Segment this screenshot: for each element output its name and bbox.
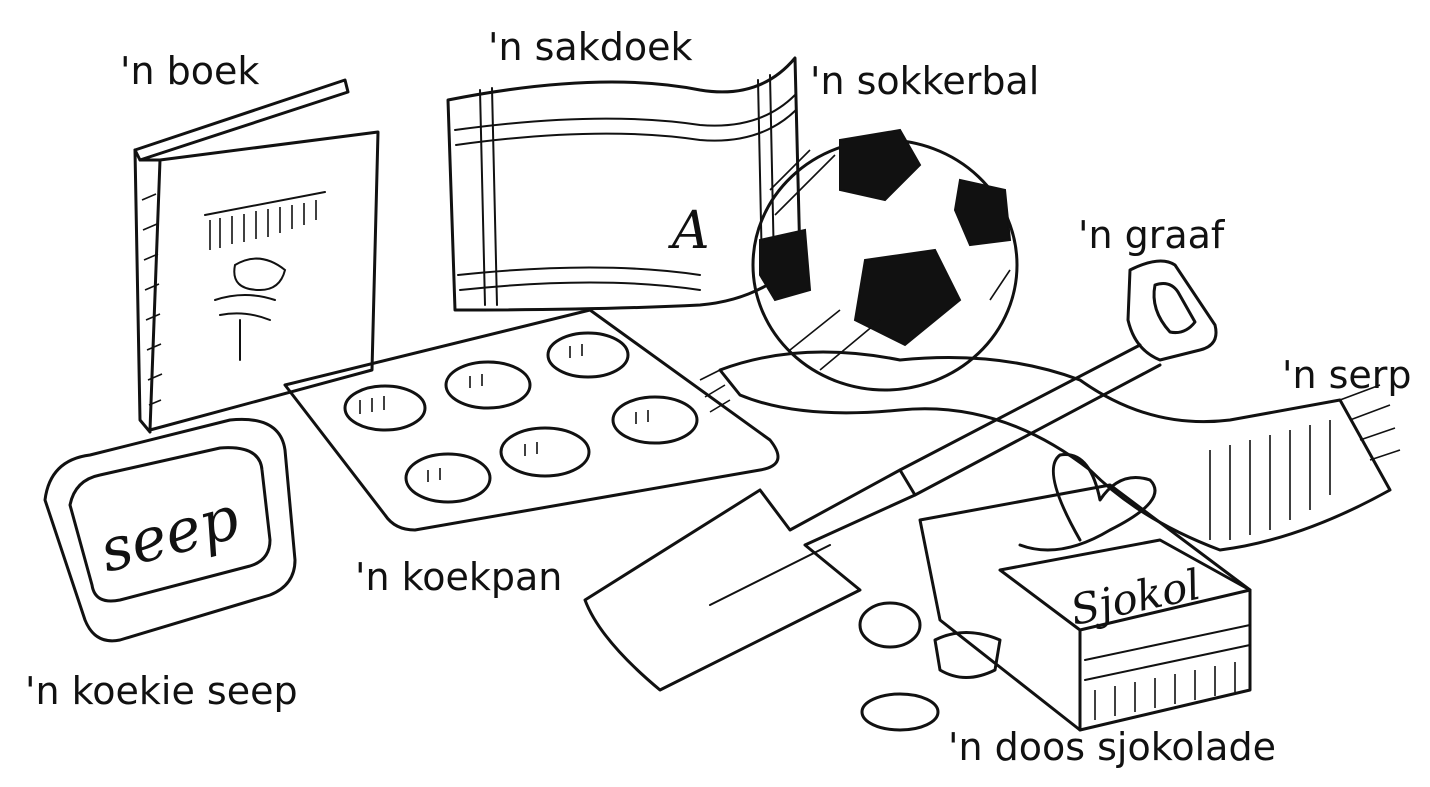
book-drawing — [133, 78, 380, 434]
label-boek: 'n boek — [120, 49, 260, 93]
soccer-ball-drawing — [751, 128, 1019, 392]
soap-word: seep — [93, 483, 247, 587]
label-doos-sjokolade: 'n doos sjokolade — [948, 725, 1276, 769]
label-sakdoek: 'n sakdoek — [488, 25, 693, 69]
handkerchief-monogram: A — [668, 201, 710, 261]
label-graaf: 'n graaf — [1078, 213, 1225, 257]
handkerchief-drawing — [446, 56, 802, 312]
chocolate-box-drawing: Sjokol — [858, 453, 1252, 732]
label-koekie-seep: 'n koekie seep — [25, 669, 298, 713]
label-serp: 'n serp — [1282, 353, 1412, 397]
soap-drawing: seep — [43, 417, 297, 643]
label-sokkerbal: 'n sokkerbal — [810, 59, 1040, 103]
scarf-drawing — [699, 350, 1401, 552]
muffin-pan-drawing — [283, 308, 780, 532]
shovel-drawing — [583, 259, 1218, 692]
label-koekpan: 'n koekpan — [355, 555, 563, 599]
chocolate-box-word: Sjokol — [1066, 560, 1205, 635]
